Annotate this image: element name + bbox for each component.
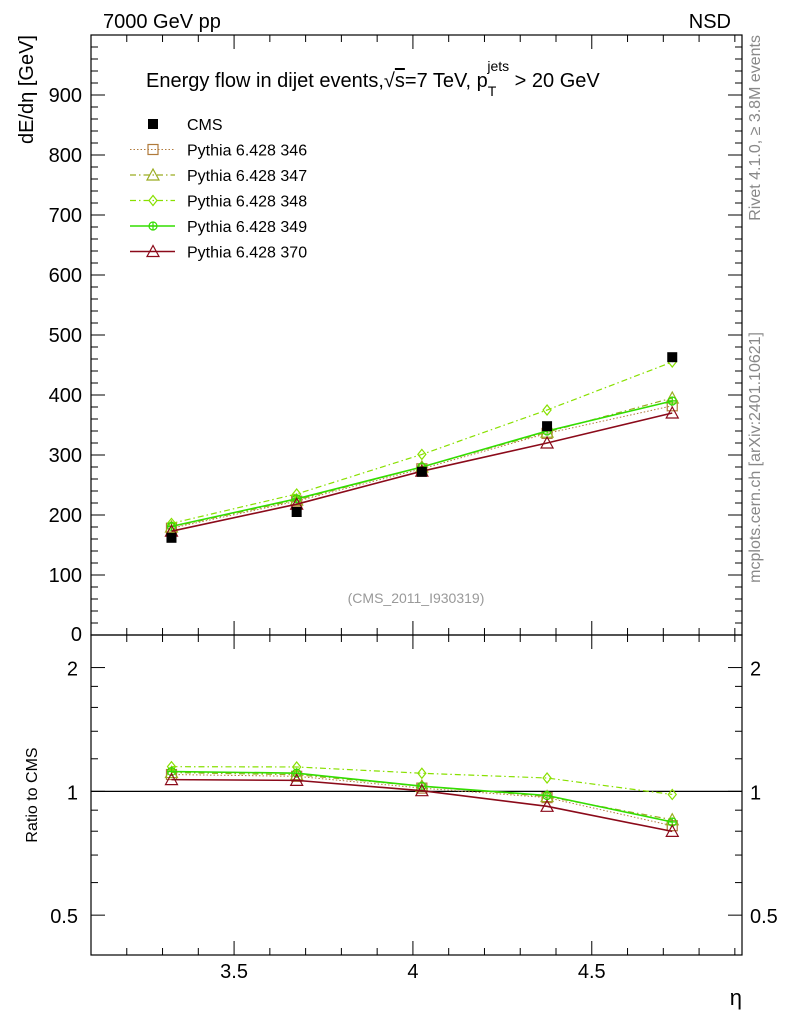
ratio-tick-label: 2 bbox=[67, 659, 78, 681]
series-line-1 bbox=[171, 405, 673, 529]
mcplots-label: mcplots.cern.ch [arXiv:2401.10621] bbox=[747, 332, 764, 583]
process-label: NSD bbox=[689, 11, 731, 33]
analysis-id: (CMS_2011_I930319) bbox=[348, 590, 485, 606]
legend-label-1: Pythia 6.428 346 bbox=[187, 143, 307, 160]
ratio-series bbox=[164, 760, 680, 838]
legend-cms-label: CMS bbox=[187, 117, 223, 134]
y-tick-label: 400 bbox=[49, 385, 82, 407]
ratio-tick-label: 0.5 bbox=[50, 906, 78, 928]
series-3-point bbox=[417, 448, 427, 461]
x-tick-label: 4.5 bbox=[578, 961, 606, 983]
cms-data-points bbox=[166, 352, 678, 543]
series-5-point bbox=[665, 405, 680, 419]
axes: 3.5 4 4.5 100 200 300 400 500 600 700 800 900 0 0.5 0.… bbox=[49, 35, 778, 983]
ratio-line-3 bbox=[171, 766, 673, 796]
cms-data-point bbox=[542, 421, 553, 432]
series-5-point bbox=[540, 435, 555, 449]
x-tick-label: 3.5 bbox=[220, 961, 248, 983]
ratio-tick-label-right: 2 bbox=[750, 659, 761, 681]
y-tick-label: 300 bbox=[49, 445, 82, 467]
x-tick-label: 4 bbox=[407, 961, 418, 983]
cms-data-point bbox=[291, 507, 302, 517]
ratio-5-point bbox=[414, 783, 429, 797]
ratio-panel-frame bbox=[90, 634, 743, 956]
ratio-tick-label-right: 1 bbox=[750, 782, 761, 804]
ratio-5-point bbox=[665, 824, 680, 838]
legend-cms-marker bbox=[148, 119, 158, 129]
y-zero-label: 0 bbox=[71, 624, 82, 646]
ratio-5-point bbox=[540, 799, 555, 812]
legend-label-4: Pythia 6.428 349 bbox=[187, 219, 307, 236]
y-tick-label: 800 bbox=[49, 145, 82, 167]
ratio-3-point bbox=[417, 767, 427, 780]
ratio-line-5 bbox=[171, 778, 673, 833]
ratio-5-point bbox=[289, 773, 304, 786]
series-3-point bbox=[542, 404, 552, 416]
legend: CMS Pythia 6.428 346 Pythia 6.428 347 Pythi… bbox=[130, 117, 307, 262]
legend-marker-1 bbox=[147, 143, 159, 156]
main-series bbox=[164, 356, 680, 537]
ratio-5-point bbox=[164, 772, 179, 786]
y-tick-label: 700 bbox=[49, 205, 82, 227]
cms-data-point bbox=[166, 532, 177, 543]
y-tick-label: 900 bbox=[49, 85, 82, 107]
y-axis-label: dE/dη [GeV] bbox=[16, 35, 38, 144]
ratio-tick-label-right: 0.5 bbox=[750, 906, 778, 928]
y-tick-label: 500 bbox=[49, 325, 82, 347]
ratio-y-axis-label: Ratio to CMS bbox=[24, 747, 41, 842]
legend-label-3: Pythia 6.428 348 bbox=[187, 194, 307, 211]
plot-title: Energy flow in dijet events,√s=7 TeV, pT… bbox=[146, 58, 600, 99]
legend-label-2: Pythia 6.428 347 bbox=[187, 168, 307, 185]
legend-marker-5 bbox=[145, 244, 161, 258]
legend-marker-3 bbox=[148, 194, 158, 207]
beam-label: 7000 GeV pp bbox=[103, 11, 221, 33]
y-tick-label: 100 bbox=[49, 565, 82, 587]
cms-data-point bbox=[416, 466, 427, 477]
y-tick-label: 600 bbox=[49, 265, 82, 287]
ratio-3-point bbox=[667, 788, 678, 801]
legend-label-5: Pythia 6.428 370 bbox=[187, 245, 307, 262]
y-tick-label: 200 bbox=[49, 505, 82, 527]
cms-data-point bbox=[667, 352, 678, 363]
series-line-3 bbox=[171, 361, 673, 524]
x-axis-label: η bbox=[730, 985, 742, 1010]
legend-marker-2 bbox=[145, 167, 161, 181]
rivet-label: Rivet 4.1.0, ≥ 3.8M events bbox=[747, 35, 764, 221]
ratio-3-point bbox=[542, 772, 552, 784]
ratio-tick-label: 1 bbox=[67, 782, 78, 804]
